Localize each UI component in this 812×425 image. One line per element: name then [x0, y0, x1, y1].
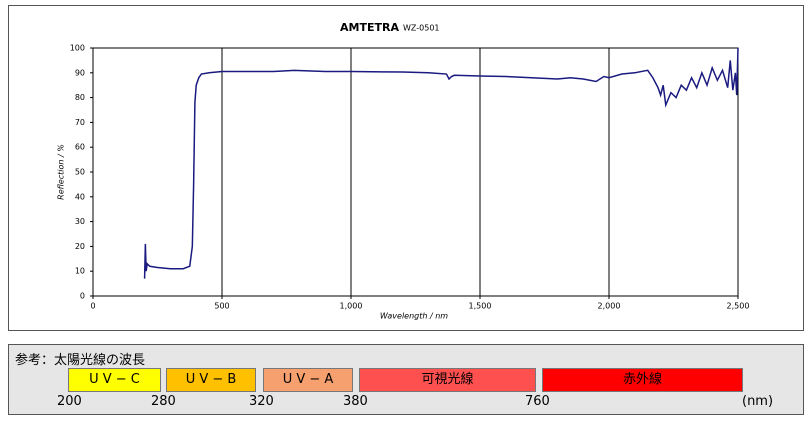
data-line [143, 47, 739, 279]
x-tick-label: 2,500 [727, 302, 750, 311]
y-tick-label: 0 [80, 292, 85, 301]
reference-title: 参考：太陽光線の波長 [15, 353, 146, 368]
band: 赤外線 [542, 368, 743, 392]
x-tick-label: 1,000 [340, 302, 363, 311]
chart: AMTETRA WZ-0501 Wavelength / nm Reflecti… [57, 21, 750, 321]
y-axis-label: Reflection / % [57, 144, 66, 200]
x-tick-label: 1,500 [469, 302, 492, 311]
x-tick-label: 500 [214, 302, 229, 311]
chart-subtitle: WZ-0501 [403, 24, 440, 33]
boundary-label: 200 [57, 394, 82, 409]
chart-title: AMTETRA [340, 21, 399, 34]
y-tick-label: 90 [75, 68, 85, 77]
unit-label: (nm) [742, 394, 774, 409]
band: U V − A [263, 368, 353, 392]
band: U V − B [166, 368, 256, 392]
boundary-label: 760 [525, 394, 550, 409]
y-tick-label: 80 [75, 93, 85, 102]
x-axis-label: Wavelength / nm [380, 312, 448, 321]
boundary-label: 320 [249, 394, 274, 409]
y-tick-label: 70 [75, 118, 85, 127]
chart-panel: AMTETRA WZ-0501 Wavelength / nm Reflecti… [8, 5, 804, 331]
plot-area [92, 47, 739, 297]
y-tick-label: 40 [75, 192, 85, 201]
y-tick-label: 20 [75, 242, 85, 251]
y-tick-label: 50 [75, 168, 85, 177]
boundary-label: 380 [343, 394, 368, 409]
y-tick-label: 30 [75, 217, 85, 226]
band: U V − C [68, 368, 161, 392]
band: 可視光線 [359, 368, 536, 392]
boundary-label: 280 [151, 394, 176, 409]
x-tick-label: 2,000 [598, 302, 621, 311]
y-tick-label: 100 [70, 44, 85, 53]
x-tick-label: 0 [90, 302, 95, 311]
y-tick-label: 10 [75, 267, 85, 276]
y-tick-label: 60 [75, 143, 85, 152]
